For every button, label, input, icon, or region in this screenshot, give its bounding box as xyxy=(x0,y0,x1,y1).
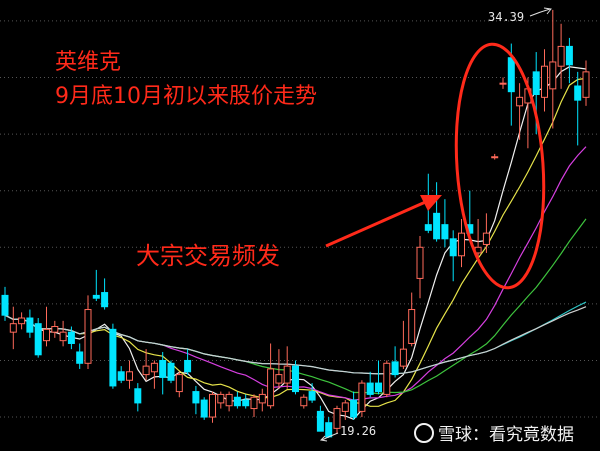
candle-up xyxy=(225,393,233,407)
candle-down xyxy=(200,399,208,418)
candle-up xyxy=(399,348,407,367)
candle-up xyxy=(126,371,133,381)
candle-up xyxy=(51,326,59,333)
watermark-text: 雪球：看究竟数据 xyxy=(438,425,574,445)
candle-up xyxy=(541,65,548,98)
candle-up xyxy=(258,393,266,404)
chart-subtitle: 9月底10月初以来股价走势 xyxy=(55,84,317,109)
candle-down xyxy=(167,362,175,381)
candle-down xyxy=(441,224,449,240)
candle-up xyxy=(582,71,590,98)
candle-down xyxy=(34,323,42,356)
candle-up xyxy=(383,362,391,395)
low-price-label: 19.26 xyxy=(340,424,377,438)
watermark: 雪球：看究竟数据 xyxy=(414,420,574,445)
low-pointer-icon xyxy=(319,432,339,442)
candle-down xyxy=(101,292,109,308)
candle-down xyxy=(325,422,333,438)
candle-up xyxy=(416,246,424,279)
candle-up xyxy=(150,362,158,373)
candle-down xyxy=(92,294,100,299)
candle-up xyxy=(358,382,366,412)
candle-down xyxy=(449,238,457,257)
candle-up xyxy=(549,61,557,90)
candle-up xyxy=(217,393,225,404)
candle-down xyxy=(76,351,84,364)
candle-down xyxy=(67,331,75,344)
candle-down xyxy=(366,382,374,395)
candle-up xyxy=(333,408,341,429)
high-pointer-icon xyxy=(529,7,552,17)
block-trade-annotation: 大宗交易频发 xyxy=(136,242,280,270)
candle-up xyxy=(283,365,291,384)
candle-up xyxy=(175,374,183,393)
candle-up xyxy=(491,156,499,159)
candle-up xyxy=(516,96,524,107)
candle-up xyxy=(59,331,67,342)
candle-down xyxy=(308,391,316,401)
candle-down xyxy=(507,57,515,93)
candle-down xyxy=(292,365,299,393)
candle-up xyxy=(482,232,490,245)
arrow-head-icon xyxy=(420,195,442,211)
chart-title: 英维克 xyxy=(55,50,122,75)
candle-down xyxy=(565,45,573,66)
highlight-ellipse xyxy=(454,42,546,290)
candle-down xyxy=(233,396,241,407)
arrow-shaft xyxy=(325,198,431,248)
candle-up xyxy=(458,232,465,257)
candle-down xyxy=(1,294,9,316)
candle-up xyxy=(408,309,416,344)
candle-down xyxy=(316,410,324,432)
candle-down xyxy=(391,361,399,376)
candle-down xyxy=(532,71,540,96)
candle-down xyxy=(184,359,192,373)
candle-down xyxy=(192,391,200,404)
ma10-line xyxy=(4,77,587,407)
candle-down xyxy=(375,382,382,393)
candle-down xyxy=(350,399,358,418)
candle-up xyxy=(43,328,50,342)
candle-up xyxy=(9,323,17,333)
candle-down xyxy=(117,371,125,381)
candle-down xyxy=(433,212,441,240)
xueqiu-logo-icon xyxy=(414,422,434,443)
candle-up xyxy=(341,402,349,412)
candle-down xyxy=(26,317,34,333)
candle-up xyxy=(267,368,275,407)
candle-up xyxy=(250,396,258,410)
candle-up xyxy=(499,82,507,85)
candle-down xyxy=(159,359,167,378)
candle-up xyxy=(142,365,150,376)
candle-down xyxy=(242,399,250,407)
candle-up xyxy=(209,393,216,418)
candle-down xyxy=(574,85,582,101)
candle-up xyxy=(84,309,92,364)
candle-up xyxy=(300,396,308,407)
candle-down xyxy=(424,224,432,231)
candle-down xyxy=(134,388,142,404)
candle-up xyxy=(275,374,283,384)
high-price-label: 34.39 xyxy=(488,10,525,24)
candle-down xyxy=(109,328,117,387)
candle-up xyxy=(18,317,26,325)
candle-up xyxy=(557,45,565,67)
